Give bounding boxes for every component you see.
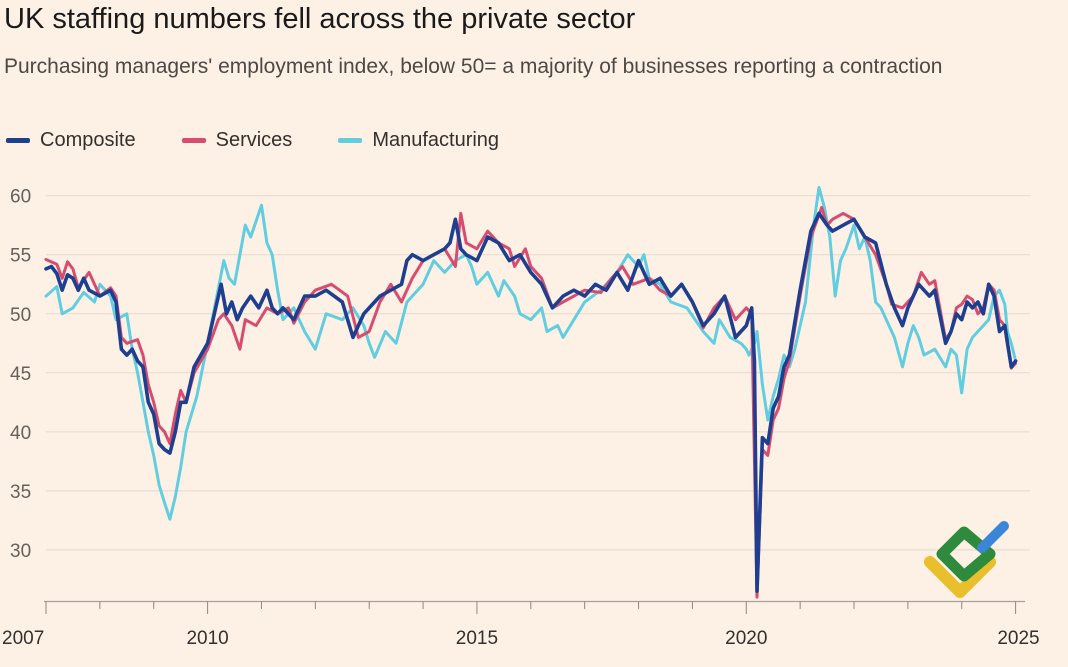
y-tick-label-60: 60 [10, 187, 31, 208]
y-tick-label-45: 45 [10, 364, 31, 385]
y-tick-label-40: 40 [10, 423, 31, 444]
legend-item-services: Services [181, 128, 293, 152]
legend-label-composite: Composite [40, 128, 136, 151]
chart-series [44, 185, 1018, 599]
y-axis-ticks: 30 35 40 45 50 55 60 [10, 187, 31, 562]
legend-item-manufacturing: Manufacturing [338, 129, 499, 152]
legend-swatch-services [181, 137, 206, 143]
chart-legend: Composite Services Manufacturing [6, 126, 545, 154]
series-line-services [44, 206, 1018, 599]
legend-swatch-composite [6, 137, 30, 143]
series-line-composite [44, 211, 1018, 593]
legend-label-manufacturing: Manufacturing [372, 128, 500, 151]
x-tick-label-2015: 2015 [456, 628, 498, 649]
y-tick-label-50: 50 [10, 305, 31, 326]
legend-swatch-manufacturing [338, 137, 363, 143]
x-tick-label-2020: 2020 [725, 628, 767, 649]
y-tick-label-30: 30 [10, 541, 31, 562]
x-axis: 2007 2010 2015 2020 2025 [2, 600, 1040, 649]
legend-item-composite: Composite [6, 129, 136, 152]
chart-title: UK staffing numbers fell across the priv… [4, 3, 636, 35]
chart-gridlines [46, 195, 1030, 551]
y-tick-label-55: 55 [10, 246, 31, 267]
y-tick-label-35: 35 [10, 482, 31, 503]
x-tick-label-2010: 2010 [186, 628, 228, 649]
chart-subtitle: Purchasing managers' employment index, b… [4, 55, 943, 78]
brand-logo-icon [924, 521, 1009, 598]
x-tick-label-2007: 2007 [2, 628, 44, 649]
series-line-manufacturing [44, 185, 1018, 521]
x-tick-label-2025: 2025 [997, 628, 1039, 649]
legend-label-services: Services [215, 128, 293, 151]
